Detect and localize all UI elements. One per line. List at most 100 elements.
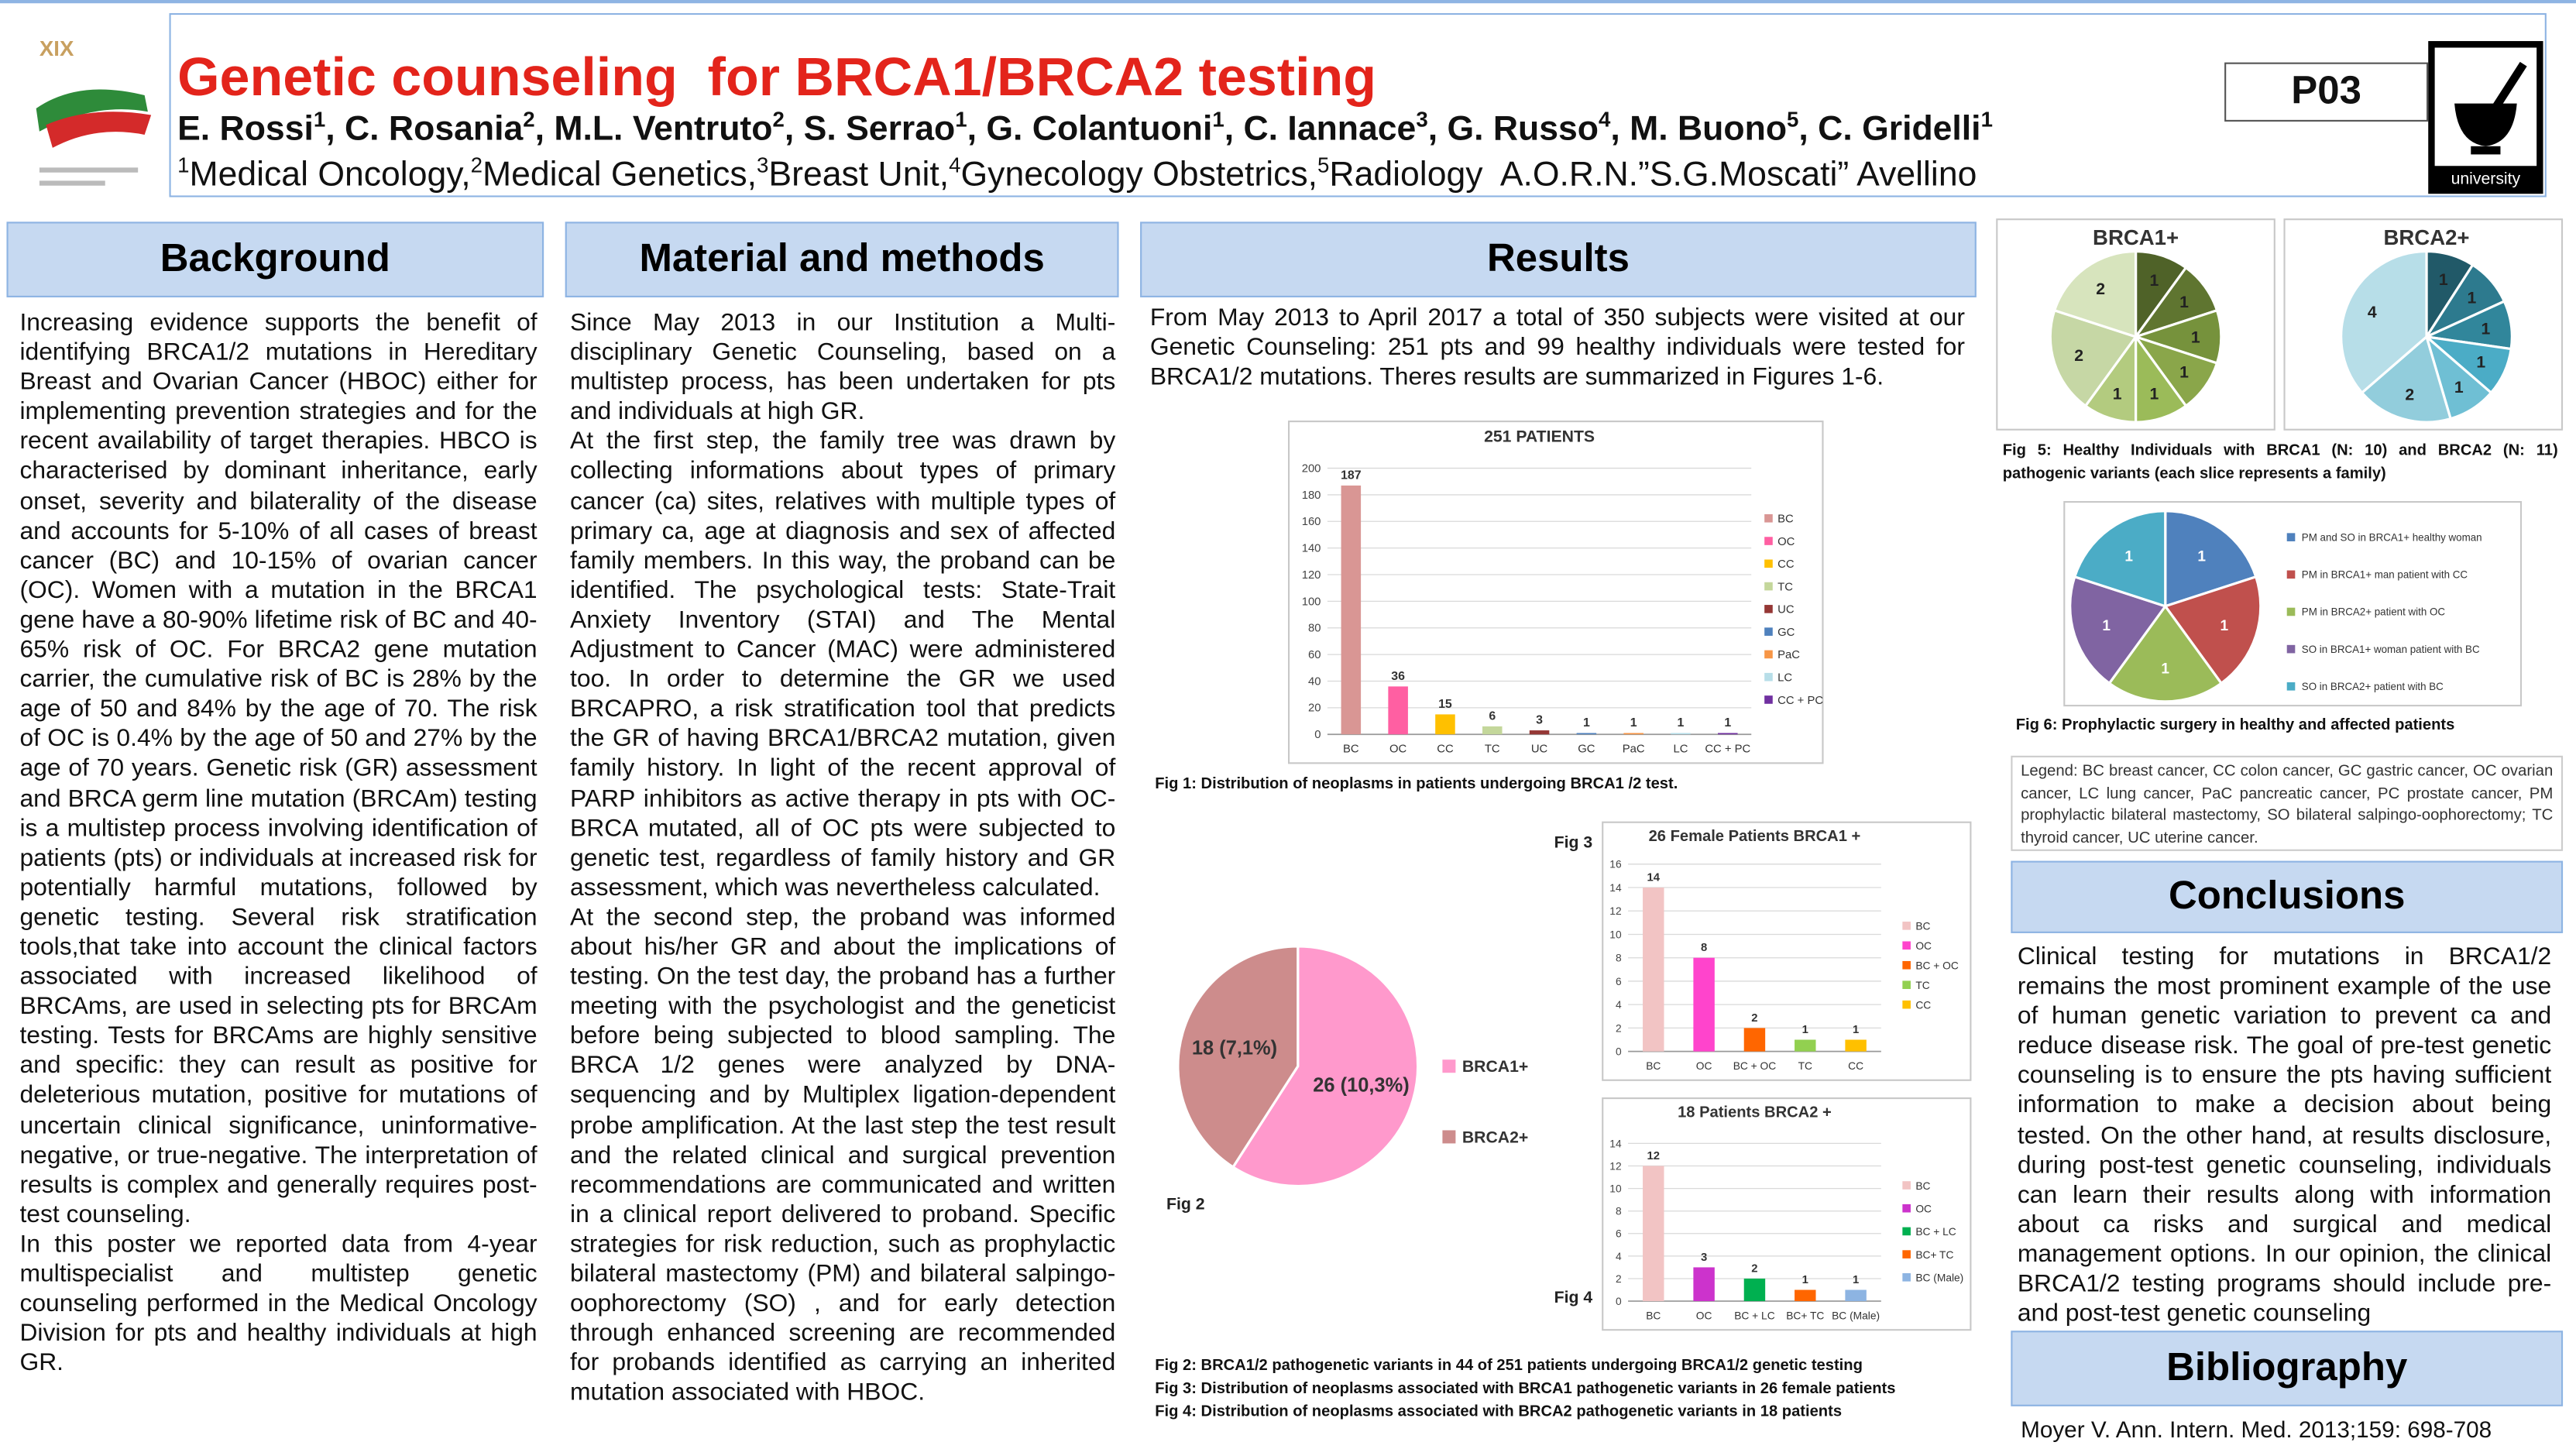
legend-label: PaC <box>1777 649 1800 661</box>
legend-swatch <box>1902 922 1911 930</box>
x-tick-label: OC <box>1696 1310 1712 1321</box>
bar <box>1341 485 1362 735</box>
legend-swatch <box>1764 605 1773 613</box>
value-label: 2 <box>1751 1012 1757 1025</box>
bar <box>1743 1028 1766 1052</box>
x-tick-label: BC (Male) <box>1832 1310 1880 1321</box>
legend-label: SO in BRCA2+ patient with BC <box>2302 681 2444 692</box>
slice-label: 2 <box>2405 386 2414 403</box>
legend-label: CC + PC <box>1777 695 1823 707</box>
y-tick-label: 60 <box>1308 649 1321 661</box>
slice-label: 1 <box>2197 549 2206 565</box>
pie-slice <box>2107 604 2224 703</box>
value-label: 1 <box>1802 1274 1808 1286</box>
figure: 18 Patients BRCA2 +0246810121412BCBC3OCO… <box>1554 1097 1972 1331</box>
x-tick-label: BC <box>1343 743 1359 756</box>
x-tick-label: TC <box>1485 743 1500 756</box>
figure-caption: Fig 6: Prophylactic surgery in healthy a… <box>2015 716 2455 735</box>
authors: E. Rossi1, C. Rosania2, M.L. Ventruto2, … <box>177 106 1993 149</box>
legend-swatch <box>1442 1130 1456 1144</box>
legend-label: OC <box>1915 940 1932 952</box>
figure-caption: Fig 4: Distribution of neoplasms associa… <box>1155 1403 1843 1421</box>
author-affil-index: 1 <box>313 106 326 132</box>
chart-title: 251 PATIENTS <box>1484 428 1595 446</box>
value-label: 1 <box>1678 716 1685 730</box>
author-name: , C. Iannace <box>1224 110 1417 148</box>
slice-label: 2 <box>2074 347 2083 365</box>
y-tick-label: 2 <box>1616 1022 1622 1034</box>
pie-slice <box>1231 945 1420 1188</box>
x-tick-label: BC <box>1646 1060 1661 1072</box>
logo-pestle <box>2490 61 2527 112</box>
legend-swatch <box>1764 672 1773 682</box>
x-tick-label: TC <box>1798 1060 1812 1072</box>
legend-swatch <box>1764 650 1773 659</box>
value-label: 187 <box>1341 469 1362 482</box>
affil-name: Radiology A.O.R.N.”S.G.Moscati” Avellino <box>1329 156 1977 194</box>
bar <box>1845 1289 1867 1302</box>
background-text: Increasing evidence supports the benefit… <box>19 309 537 1379</box>
legend-swatch <box>1764 559 1773 568</box>
author-affil-index: 4 <box>1599 106 1611 132</box>
slice-label: 1 <box>2150 386 2159 403</box>
author-affil-index: 1 <box>1980 106 1993 132</box>
y-tick-label: 10 <box>1609 929 1622 940</box>
figure-caption: Fig 3: Distribution of neoplasms associa… <box>1155 1379 1896 1399</box>
slice-label: 1 <box>2179 294 2189 311</box>
figure-caption: Fig 2: BRCA1/2 pathogenetic variants in … <box>1155 1357 1863 1375</box>
y-tick-label: 6 <box>1616 1228 1622 1240</box>
pie-slice <box>2052 249 2138 339</box>
legend-note: Legend: BC breast cancer, CC colon cance… <box>2011 755 2564 851</box>
author-name: E. Rossi <box>177 110 314 148</box>
section-heading: Conclusions <box>2011 860 2564 933</box>
y-tick-label: 120 <box>1302 569 1321 582</box>
legend-label: BC + LC <box>1915 1226 1956 1238</box>
legend-label: BC + OC <box>1915 960 1959 972</box>
legend-swatch <box>2286 644 2296 654</box>
y-tick-label: 2 <box>1616 1273 1622 1285</box>
author-name: , M.L. Ventruto <box>534 110 773 148</box>
x-tick-label: LC <box>1674 743 1688 756</box>
legend-label: PM in BRCA1+ man patient with CC <box>2302 568 2468 580</box>
slice-label: 1 <box>2476 353 2485 371</box>
legend-label: PM and SO in BRCA1+ healthy woman <box>2302 531 2482 543</box>
legend-swatch <box>1902 1181 1911 1190</box>
y-tick-label: 12 <box>1609 905 1621 917</box>
value-label: 1 <box>1853 1274 1859 1286</box>
value-label: 1 <box>1802 1024 1808 1036</box>
y-tick-label: 180 <box>1302 489 1321 502</box>
legend-label: BRCA2+ <box>1462 1128 1528 1146</box>
logo-base <box>2471 146 2501 155</box>
value-label: 1 <box>1724 716 1731 730</box>
paragraph: Since May 2013 in our Institution a Mult… <box>570 308 1116 427</box>
author-name: , C. Rosania <box>325 110 524 148</box>
legend-swatch <box>2286 533 2296 541</box>
y-tick-label: 8 <box>1616 953 1622 964</box>
legend-swatch <box>1442 1059 1456 1073</box>
legend-label: TC <box>1777 581 1793 593</box>
author-name: , G. Russo <box>1427 110 1599 148</box>
author-name: , S. Serrao <box>784 110 956 148</box>
x-tick-label: PaC <box>1623 743 1645 756</box>
affil-index: 5 <box>1317 153 1330 178</box>
poster-code: P03 <box>2224 62 2429 122</box>
y-tick-label: 4 <box>1616 999 1622 1011</box>
bar <box>1623 733 1643 735</box>
results-intro: From May 2013 to April 2017 a total of 3… <box>1149 304 1965 391</box>
figure-caption: Fig 1: Distribution of neoplasms in pati… <box>1155 775 1678 794</box>
logo-shape <box>36 89 148 132</box>
legend-label: GC <box>1777 627 1795 639</box>
bar <box>1643 888 1664 1052</box>
slice-label: 18 (7,1%) <box>1192 1038 1277 1059</box>
value-label: 1 <box>1630 716 1637 730</box>
bar <box>1482 726 1503 735</box>
legend-label: UC <box>1777 604 1795 616</box>
header-frame <box>169 12 2547 197</box>
poster-title: Genetic counseling for BRCA1/BRCA2 testi… <box>177 46 1377 107</box>
legend-label: BC <box>1777 513 1794 526</box>
y-tick-label: 160 <box>1302 516 1321 528</box>
x-tick-label: OC <box>1389 743 1407 756</box>
slice-label: 1 <box>2102 618 2111 634</box>
